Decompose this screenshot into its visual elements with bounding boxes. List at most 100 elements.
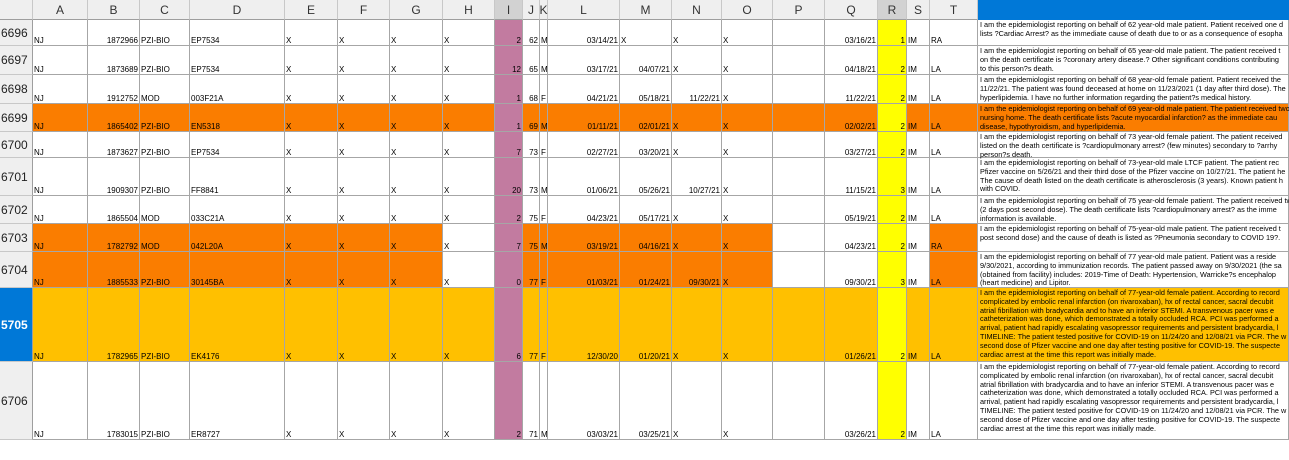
cell[interactable] (88, 132, 140, 158)
column-header[interactable]: P (773, 0, 825, 20)
cell[interactable] (190, 46, 285, 75)
cell[interactable] (620, 104, 672, 132)
cell[interactable] (672, 288, 722, 362)
column-header[interactable]: T (930, 0, 978, 20)
cell[interactable] (773, 196, 825, 224)
row-header[interactable]: 6696 (0, 20, 33, 46)
row-header[interactable]: 6699 (0, 104, 33, 132)
cell[interactable] (548, 224, 620, 252)
cell[interactable] (907, 288, 930, 362)
cell[interactable] (523, 75, 540, 104)
cell[interactable] (33, 20, 88, 46)
cell[interactable] (495, 158, 523, 196)
cell[interactable] (773, 362, 825, 440)
cell[interactable] (672, 196, 722, 224)
cell[interactable] (773, 75, 825, 104)
cell[interactable] (930, 104, 978, 132)
cell[interactable] (620, 75, 672, 104)
cell[interactable] (978, 158, 1289, 196)
cell[interactable] (443, 20, 495, 46)
cell[interactable] (548, 252, 620, 288)
cell[interactable] (878, 104, 907, 132)
cell[interactable] (672, 158, 722, 196)
cell[interactable] (33, 104, 88, 132)
cell[interactable] (495, 75, 523, 104)
cell[interactable] (620, 288, 672, 362)
cell[interactable] (722, 362, 773, 440)
cell[interactable] (540, 252, 548, 288)
cell[interactable] (88, 224, 140, 252)
cell[interactable] (285, 362, 338, 440)
cell[interactable] (285, 224, 338, 252)
cell[interactable] (523, 252, 540, 288)
cell[interactable] (33, 132, 88, 158)
cell[interactable] (722, 75, 773, 104)
cell[interactable] (722, 104, 773, 132)
cell[interactable] (338, 362, 390, 440)
cell[interactable] (285, 288, 338, 362)
cell[interactable] (495, 196, 523, 224)
cell[interactable] (620, 252, 672, 288)
cell[interactable] (390, 288, 443, 362)
cell[interactable] (930, 288, 978, 362)
cell[interactable] (88, 158, 140, 196)
cell[interactable] (140, 46, 190, 75)
cell[interactable] (722, 288, 773, 362)
column-header[interactable]: R (878, 0, 907, 20)
cell[interactable] (495, 362, 523, 440)
cell[interactable] (285, 104, 338, 132)
cell[interactable] (443, 158, 495, 196)
cell[interactable] (443, 362, 495, 440)
cell[interactable] (523, 46, 540, 75)
cell[interactable] (190, 104, 285, 132)
cell[interactable] (620, 46, 672, 75)
cell[interactable] (285, 132, 338, 158)
cell[interactable] (338, 46, 390, 75)
cell[interactable] (930, 158, 978, 196)
column-header[interactable]: M (620, 0, 672, 20)
cell[interactable] (443, 46, 495, 75)
cell[interactable] (978, 252, 1289, 288)
cell[interactable] (390, 75, 443, 104)
cell[interactable] (523, 288, 540, 362)
row-header[interactable]: 6698 (0, 75, 33, 104)
cell[interactable] (907, 362, 930, 440)
column-header[interactable] (978, 0, 1289, 20)
cell[interactable] (825, 196, 878, 224)
cell[interactable] (285, 20, 338, 46)
cell[interactable] (495, 20, 523, 46)
cell[interactable] (825, 252, 878, 288)
cell[interactable] (540, 196, 548, 224)
cell[interactable] (722, 158, 773, 196)
cell[interactable] (825, 288, 878, 362)
cell[interactable] (907, 224, 930, 252)
cell[interactable] (523, 196, 540, 224)
cell[interactable] (443, 224, 495, 252)
cell[interactable] (672, 362, 722, 440)
column-header[interactable]: J (523, 0, 540, 20)
cell[interactable] (978, 132, 1289, 158)
column-header[interactable]: G (390, 0, 443, 20)
cell[interactable] (140, 224, 190, 252)
cell[interactable] (825, 224, 878, 252)
cell[interactable] (285, 75, 338, 104)
cell[interactable] (285, 46, 338, 75)
cell[interactable] (825, 362, 878, 440)
cell[interactable] (907, 196, 930, 224)
cell[interactable] (523, 224, 540, 252)
cell[interactable] (672, 75, 722, 104)
cell[interactable] (140, 288, 190, 362)
cell[interactable] (672, 224, 722, 252)
cell[interactable] (88, 362, 140, 440)
cell[interactable] (907, 252, 930, 288)
cell[interactable] (338, 104, 390, 132)
cell[interactable] (548, 362, 620, 440)
cell[interactable] (773, 224, 825, 252)
cell[interactable] (540, 158, 548, 196)
cell[interactable] (878, 224, 907, 252)
cell[interactable] (495, 46, 523, 75)
cell[interactable] (33, 196, 88, 224)
cell[interactable] (190, 196, 285, 224)
cell[interactable] (443, 132, 495, 158)
cell[interactable] (443, 196, 495, 224)
